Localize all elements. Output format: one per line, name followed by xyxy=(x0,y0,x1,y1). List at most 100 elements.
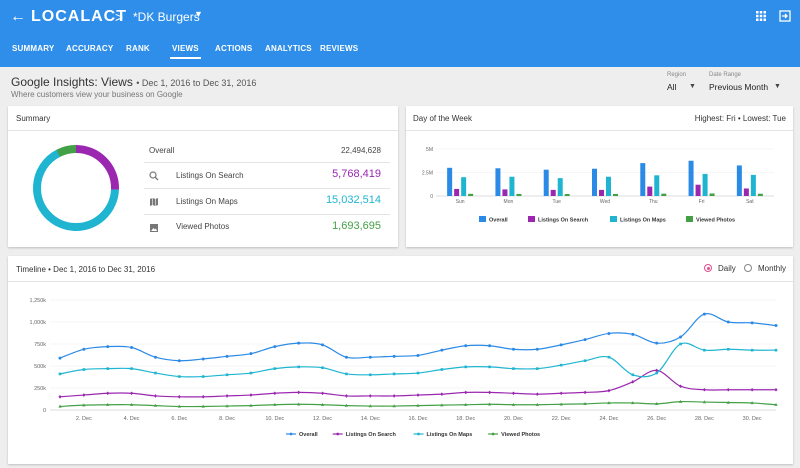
dow-bar-listings-on-maps xyxy=(702,173,708,196)
dow-bar-listings-on-maps xyxy=(606,176,611,196)
timeline-x-tick-label: 24. Dec xyxy=(599,416,618,422)
timeline-card: Timeline • Dec 1, 2016 to Dec 31, 2016 xyxy=(8,256,793,464)
date-range-label: Date Range xyxy=(709,72,742,78)
timeline-point xyxy=(225,354,229,358)
dow-bar-overall xyxy=(543,169,549,196)
dow-bar-listings-on-maps xyxy=(461,177,467,196)
dow-legend-swatch xyxy=(528,216,535,222)
region-select[interactable]: All xyxy=(667,82,677,92)
timeline-point xyxy=(344,394,348,398)
page-subtitle: Where customers view your business on Go… xyxy=(11,90,183,99)
timeline-point xyxy=(583,359,587,363)
divider xyxy=(144,214,390,215)
timeline-legend-marker xyxy=(336,432,340,436)
dow-bar-listings-on-search xyxy=(743,188,749,196)
summary-photos-value: 1,693,695 xyxy=(332,220,381,232)
business-selector[interactable]: *DK Burgers xyxy=(133,10,200,24)
daily-radio[interactable] xyxy=(704,264,712,272)
chevron-down-icon[interactable]: ▼ xyxy=(689,83,696,90)
logout-icon[interactable] xyxy=(779,10,791,22)
timeline-x-tick-label: 26. Dec xyxy=(647,416,666,422)
dow-y-tick-label: 2.5M xyxy=(422,171,433,177)
timeline-point xyxy=(82,393,86,397)
date-range-select[interactable]: Previous Month xyxy=(709,82,769,92)
tab-views[interactable]: VIEWS xyxy=(170,44,201,59)
timeline-point xyxy=(249,371,253,375)
timeline-x-tick-label: 10. Dec xyxy=(265,416,284,422)
summary-search-label: Listings On Search xyxy=(176,171,244,180)
timeline-point xyxy=(297,365,300,369)
dow-bar-overall xyxy=(495,168,501,196)
timeline-point xyxy=(464,365,468,369)
timeline-point xyxy=(583,338,587,342)
monthly-radio-label[interactable]: Monthly xyxy=(758,264,787,273)
timeline-point xyxy=(487,402,492,406)
summary-overall-value: 22,494,628 xyxy=(340,146,381,155)
timeline-point xyxy=(178,375,181,378)
divider xyxy=(8,281,793,282)
timeline-point xyxy=(321,343,325,347)
timeline-point xyxy=(750,401,754,405)
timeline-point xyxy=(488,344,492,348)
photo-icon xyxy=(150,224,158,232)
daily-radio-label[interactable]: Daily xyxy=(718,264,736,273)
dow-highlight: Highest: Fri • Lowest: Tue xyxy=(694,114,786,123)
timeline-legend-marker xyxy=(491,432,495,436)
dow-bar-viewed-photos xyxy=(661,193,667,196)
dow-bar-overall xyxy=(447,167,453,196)
chevron-down-icon[interactable]: ▼ xyxy=(774,83,781,90)
timeline-point xyxy=(511,391,516,396)
timeline-point xyxy=(392,404,396,408)
tab-accuracy[interactable]: ACCURACY xyxy=(66,44,114,53)
timeline-point xyxy=(201,357,205,361)
timeline-point xyxy=(177,404,182,408)
timeline-point xyxy=(82,403,86,407)
page-title: Google Insights: Views • Dec 1, 2016 to … xyxy=(11,75,256,89)
dow-bar-chart: 5M 2.5M 0 Sun Mon Tue Wed Thu Fri Sat Overall List… xyxy=(422,147,774,224)
timeline-point xyxy=(702,400,707,404)
timeline-point xyxy=(774,387,778,392)
chevron-down-icon[interactable]: ▼ xyxy=(194,9,203,19)
timeline-y-tick-label: 1,250k xyxy=(29,298,46,304)
dow-bar-overall xyxy=(592,168,597,196)
dow-legend-swatch xyxy=(610,216,617,222)
dow-legend-label: Viewed Photos xyxy=(696,218,735,224)
back-arrow-icon[interactable]: ← xyxy=(10,8,26,25)
summary-overall-label: Overall xyxy=(149,146,175,155)
timeline-x-tick-label: 28. Dec xyxy=(695,416,714,422)
tab-analytics[interactable]: ANALYTICS xyxy=(265,44,312,53)
timeline-x-tick-label: 6. Dec xyxy=(171,416,187,422)
dow-x-tick-label: Fri xyxy=(699,199,705,205)
timeline-point xyxy=(607,355,611,359)
timeline-point xyxy=(225,373,229,377)
timeline-point xyxy=(273,391,277,396)
timeline-point xyxy=(225,394,229,398)
day-of-week-card: Day of the Week Highest: Fri • Lowest: T… xyxy=(406,106,793,247)
timeline-point xyxy=(130,346,134,350)
timeline-x-tick-label: 16. Dec xyxy=(409,416,428,422)
timeline-point xyxy=(392,354,396,358)
timeline-point xyxy=(678,399,683,403)
timeline-point xyxy=(416,353,420,357)
tab-reviews[interactable]: REVIEWS xyxy=(320,44,359,53)
summary-maps-label: Listings On Maps xyxy=(176,197,238,206)
timeline-point xyxy=(82,368,86,371)
monthly-radio[interactable] xyxy=(744,264,752,272)
apps-grid-icon[interactable] xyxy=(755,10,767,22)
timeline-point xyxy=(464,390,468,395)
timeline-point xyxy=(129,402,134,406)
dow-legend-label: Listings On Maps xyxy=(620,218,666,224)
tab-summary[interactable]: SUMMARY xyxy=(12,44,55,53)
timeline-point xyxy=(368,394,372,398)
timeline-point xyxy=(440,392,444,396)
tab-rank[interactable]: RANK xyxy=(126,44,150,53)
map-icon xyxy=(150,198,158,206)
timeline-point xyxy=(177,395,181,399)
tab-actions[interactable]: ACTIONS xyxy=(215,44,253,53)
timeline-legend-label: Viewed Photos xyxy=(501,432,540,438)
timeline-point xyxy=(559,402,563,406)
page-date-range: • Dec 1, 2016 to Dec 31, 2016 xyxy=(136,78,257,88)
timeline-line-chart: 1,250k 1,000k 750k 500k 250k 0 2. Dec 4. Dec 6. … xyxy=(29,298,778,438)
timeline-x-tick-label: 20. Dec xyxy=(504,416,523,422)
timeline-point xyxy=(535,392,539,396)
